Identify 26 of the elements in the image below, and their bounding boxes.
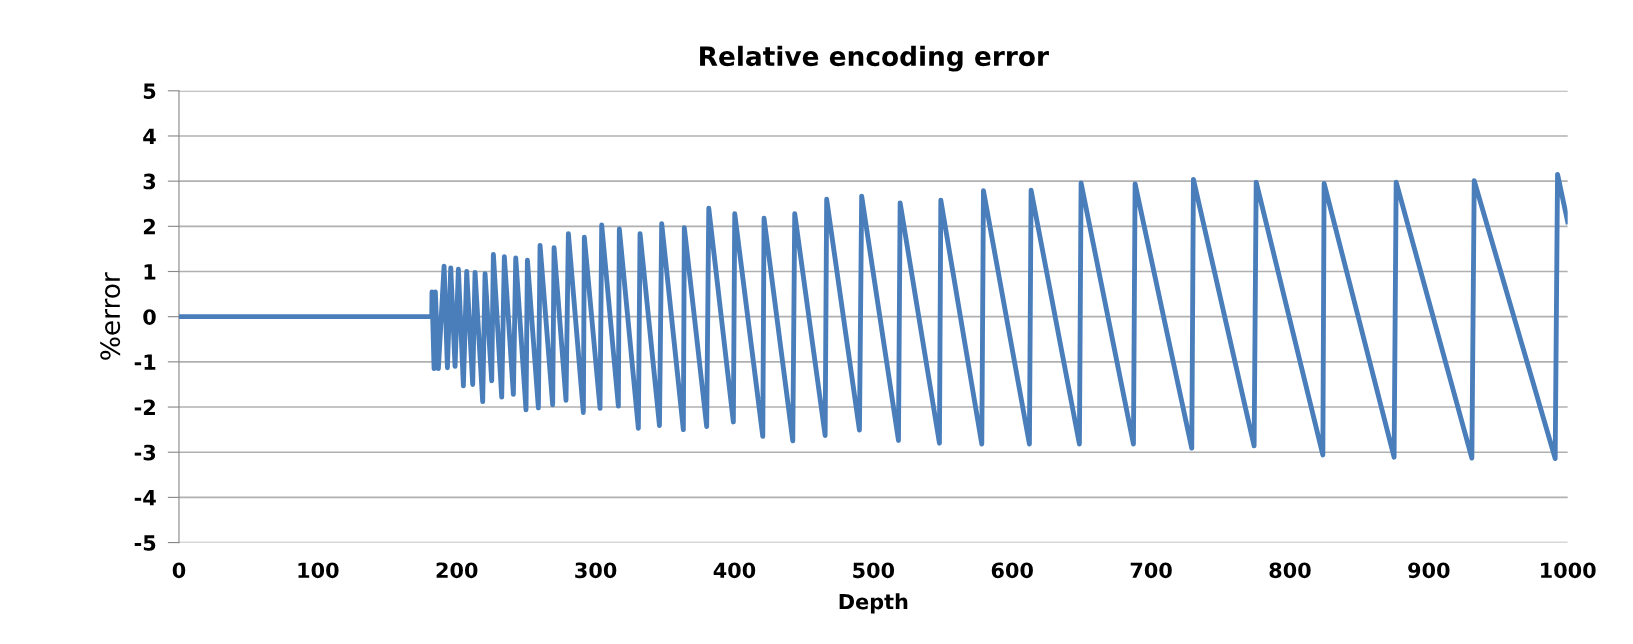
y-axis-title: %error xyxy=(100,272,121,360)
x-tick-label: 600 xyxy=(991,562,1033,579)
y-tick-label: -3 xyxy=(134,444,156,461)
x-tick-label: 300 xyxy=(575,562,617,579)
x-tick-label: 0 xyxy=(172,562,186,579)
y-tick-label: 1 xyxy=(144,264,156,280)
line-series xyxy=(178,171,1568,461)
y-tick-label: -2 xyxy=(134,399,155,415)
x-axis-title: Depth xyxy=(839,593,908,614)
y-tick-label: 4 xyxy=(143,128,156,144)
y-tick-label: -5 xyxy=(134,535,156,551)
y-tick-label: -4 xyxy=(134,490,156,506)
y-tick-label: 2 xyxy=(143,218,155,235)
x-tick-label: 1000 xyxy=(1541,562,1596,579)
x-tick-label: 200 xyxy=(436,562,478,579)
x-tick-label: 100 xyxy=(298,562,339,579)
x-tick-label: 900 xyxy=(1408,562,1450,579)
y-tick-label: 3 xyxy=(143,173,156,190)
y-tick-label: -1 xyxy=(134,354,156,370)
x-tick-label: 500 xyxy=(853,562,895,579)
x-tick-label: 800 xyxy=(1269,562,1311,579)
y-tick-label: 0 xyxy=(143,309,156,325)
y-tick-label: 5 xyxy=(143,83,156,100)
x-tick-label: 700 xyxy=(1130,562,1172,579)
x-tick-label: 400 xyxy=(713,562,756,579)
chart-title: Relative encoding error xyxy=(700,45,1049,72)
